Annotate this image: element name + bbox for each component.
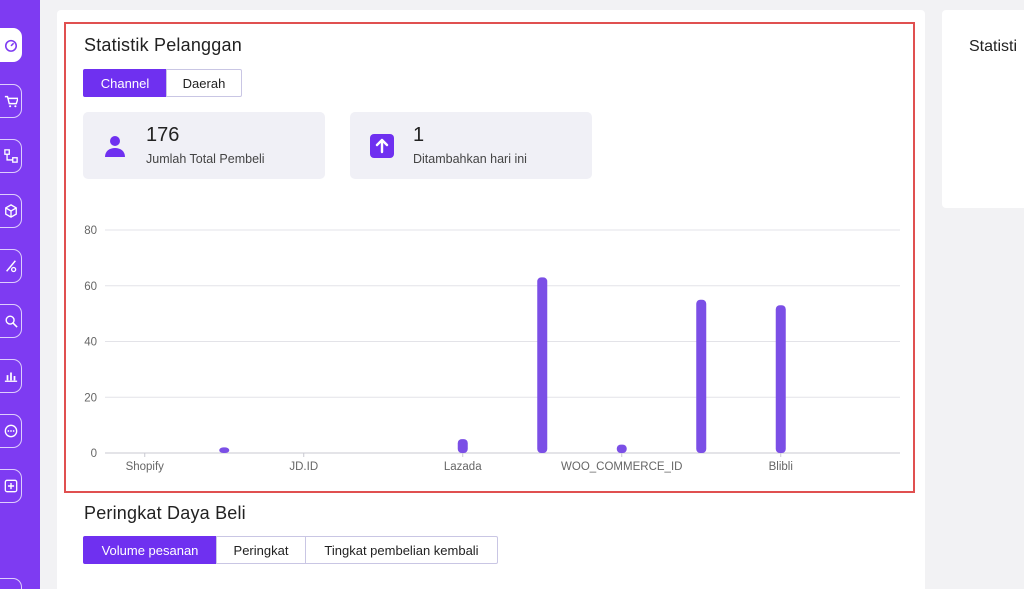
- right-card: [942, 10, 1024, 208]
- x-tick-label: Lazada: [444, 461, 482, 473]
- user-icon: [105, 136, 125, 157]
- sidebar-item-promotions[interactable]: [0, 249, 22, 283]
- bar-chart-icon: [4, 372, 18, 382]
- channel-bar-chart: 0 20 40 60 80 Shopify JD.ID Lazada WOO_COMMERCE_…: [84, 225, 900, 473]
- tab-channel[interactable]: Channel: [83, 69, 167, 97]
- total-buyers-label: Jumlah Total Pembeli: [146, 152, 265, 166]
- add-box-icon: [4, 479, 18, 493]
- sidebar-item-customers[interactable]: [0, 304, 22, 338]
- tab-region[interactable]: Daerah: [166, 69, 242, 97]
- sidebar-item-add[interactable]: [0, 469, 22, 503]
- customer-stats-tabs: Channel Daerah: [83, 69, 242, 97]
- sidebar-item-dashboard[interactable]: [0, 28, 22, 62]
- sidebar-item-messages[interactable]: [0, 414, 22, 448]
- sidebar-item-products[interactable]: [0, 194, 22, 228]
- added-today-label: Ditambahkan hari ini: [413, 152, 527, 166]
- y-tick-label: 40: [84, 337, 97, 349]
- purchasing-power-tabs: Volume pesanan Peringkat Tingkat pembeli…: [83, 536, 498, 564]
- chart-bar: [457, 439, 468, 453]
- x-tick-label: Shopify: [126, 461, 165, 473]
- sidebar-item-more[interactable]: [0, 578, 22, 589]
- purchasing-power-title: Peringkat Daya Beli: [84, 503, 246, 523]
- search-user-icon: [5, 315, 18, 328]
- arrow-up-icon: [370, 134, 394, 158]
- y-tick-label: 20: [84, 392, 97, 404]
- dashboard-icon: [4, 39, 18, 52]
- box-icon: [5, 204, 17, 218]
- added-today-value: 1: [413, 124, 425, 146]
- total-buyers-value: 176: [146, 124, 180, 146]
- y-tick-label: 60: [84, 281, 97, 293]
- y-tick-label: 0: [91, 448, 97, 460]
- chart-bar: [775, 305, 786, 453]
- highlight-box: [64, 22, 915, 493]
- x-tick-label: JD.ID: [289, 461, 318, 473]
- x-tick-label: Blibli: [769, 461, 793, 473]
- cart-icon: [4, 95, 18, 108]
- sidebar-item-reports[interactable]: [0, 359, 22, 393]
- tab-order-volume[interactable]: Volume pesanan: [83, 536, 217, 564]
- tab-repurchase-rate[interactable]: Tingkat pembelian kembali: [305, 536, 498, 564]
- sidebar-item-structure[interactable]: [0, 139, 22, 173]
- hierarchy-icon: [4, 149, 18, 163]
- chart-bar: [537, 277, 548, 453]
- sidebar: [0, 0, 40, 589]
- x-tick-label: WOO_COMMERCE_ID: [561, 461, 682, 473]
- total-buyers-card: 176 Jumlah Total Pembeli: [83, 112, 325, 179]
- chart-bar: [616, 444, 627, 453]
- right-panel-title: Statisti: [969, 38, 1018, 55]
- sidebar-item-orders[interactable]: [0, 84, 22, 118]
- added-today-card: 1 Ditambahkan hari ini: [350, 112, 592, 179]
- chat-icon: [4, 424, 18, 438]
- customer-stats-title: Statistik Pelanggan: [84, 35, 242, 55]
- percent-icon: [6, 260, 17, 273]
- y-tick-label: 80: [84, 225, 97, 237]
- chart-bar: [696, 299, 707, 453]
- tab-ranking[interactable]: Peringkat: [216, 536, 306, 564]
- chart-bar: [219, 447, 230, 453]
